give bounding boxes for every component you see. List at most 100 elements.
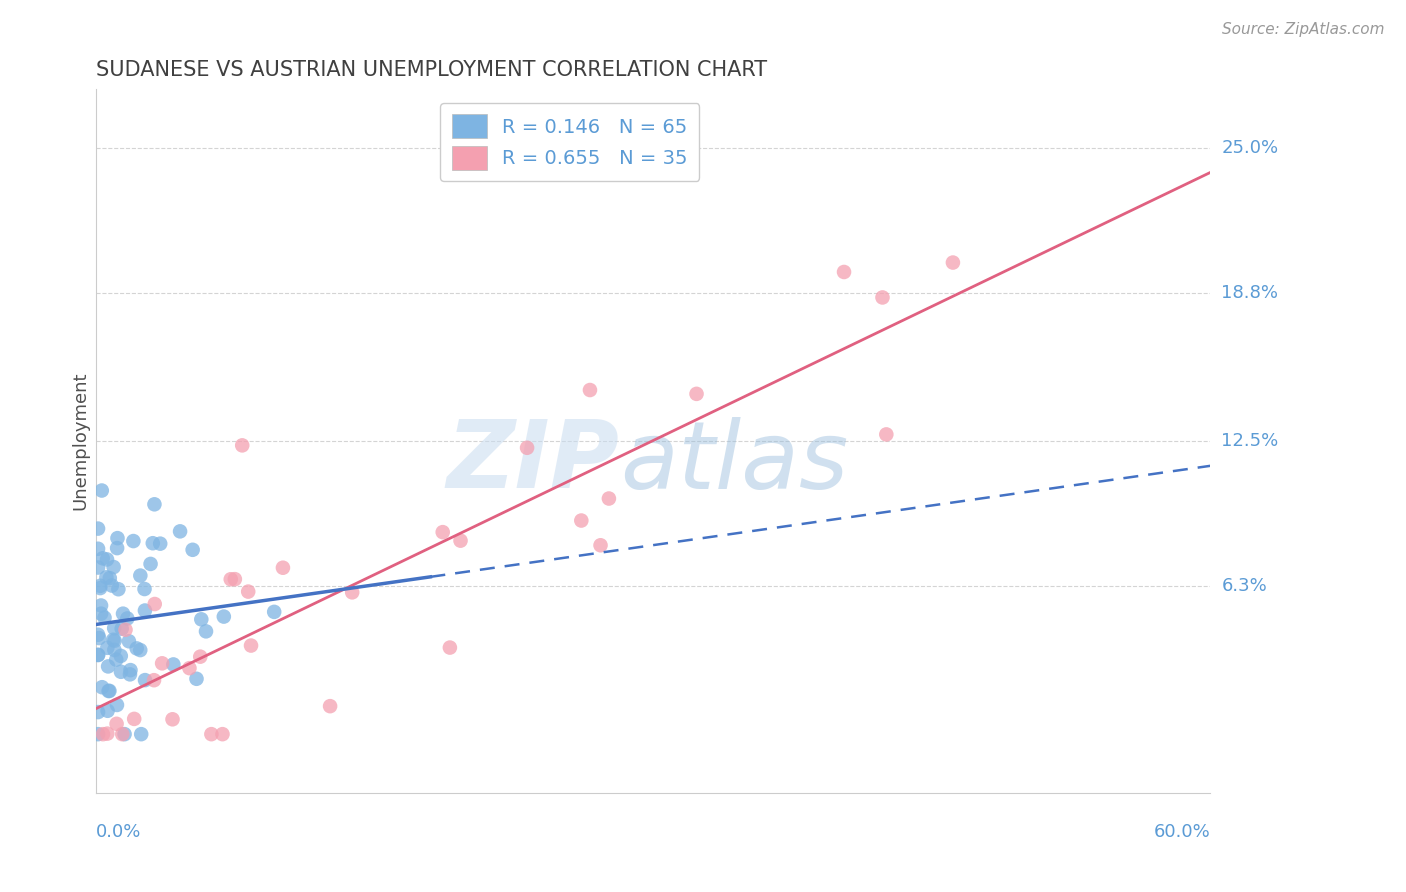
- Point: [87, 560, 110, 574]
- Point: [143, 597, 166, 611]
- Text: 0.0%: 0.0%: [96, 823, 142, 841]
- Point: [432, 525, 454, 540]
- Point: [598, 491, 620, 506]
- Point: [238, 584, 260, 599]
- Point: [105, 716, 128, 731]
- Point: [117, 611, 139, 625]
- Point: [103, 621, 125, 635]
- Point: [134, 582, 156, 596]
- Point: [98, 571, 121, 585]
- Point: [105, 541, 128, 555]
- Point: [97, 659, 120, 673]
- Text: 18.8%: 18.8%: [1222, 285, 1278, 302]
- Point: [579, 383, 602, 397]
- Point: [96, 570, 118, 584]
- Point: [87, 705, 110, 719]
- Point: [111, 727, 134, 741]
- Point: [569, 514, 592, 528]
- Point: [90, 607, 112, 621]
- Text: 12.5%: 12.5%: [1222, 432, 1278, 450]
- Point: [516, 441, 538, 455]
- Point: [122, 712, 145, 726]
- Point: [105, 653, 128, 667]
- Text: SUDANESE VS AUSTRIAN UNEMPLOYMENT CORRELATION CHART: SUDANESE VS AUSTRIAN UNEMPLOYMENT CORREL…: [96, 60, 768, 79]
- Point: [96, 640, 118, 655]
- Point: [195, 624, 218, 639]
- Point: [200, 727, 222, 741]
- Point: [107, 582, 129, 597]
- Point: [96, 552, 118, 566]
- Point: [118, 634, 141, 648]
- Point: [111, 622, 134, 636]
- Point: [212, 609, 235, 624]
- Point: [139, 557, 162, 571]
- Point: [87, 522, 110, 536]
- Point: [114, 623, 136, 637]
- Text: 6.3%: 6.3%: [1222, 577, 1267, 596]
- Point: [832, 265, 855, 279]
- Y-axis label: Unemployment: Unemployment: [72, 372, 89, 510]
- Point: [143, 497, 166, 511]
- Point: [162, 657, 184, 672]
- Point: [93, 610, 115, 624]
- Point: [89, 581, 111, 595]
- Point: [91, 727, 114, 741]
- Point: [97, 684, 120, 698]
- Text: atlas: atlas: [620, 417, 848, 508]
- Point: [120, 663, 142, 677]
- Point: [114, 727, 136, 741]
- Point: [319, 699, 342, 714]
- Point: [90, 483, 112, 498]
- Point: [134, 673, 156, 687]
- Point: [118, 667, 141, 681]
- Point: [439, 640, 461, 655]
- Point: [89, 579, 111, 593]
- Point: [91, 680, 114, 694]
- Point: [103, 560, 125, 574]
- Point: [87, 541, 110, 556]
- Point: [87, 648, 110, 662]
- Point: [87, 648, 110, 662]
- Point: [129, 643, 152, 657]
- Point: [190, 612, 212, 626]
- Point: [134, 603, 156, 617]
- Point: [105, 698, 128, 712]
- Point: [89, 631, 111, 645]
- Point: [110, 665, 132, 679]
- Text: 25.0%: 25.0%: [1222, 139, 1278, 157]
- Point: [129, 568, 152, 582]
- Point: [169, 524, 191, 539]
- Point: [101, 578, 124, 592]
- Point: [162, 712, 184, 726]
- Point: [179, 661, 201, 675]
- Point: [103, 643, 125, 657]
- Point: [111, 607, 134, 621]
- Text: 60.0%: 60.0%: [1153, 823, 1211, 841]
- Point: [589, 538, 612, 552]
- Point: [340, 585, 363, 599]
- Point: [143, 673, 166, 688]
- Legend: R = 0.146   N = 65, R = 0.655   N = 35: R = 0.146 N = 65, R = 0.655 N = 35: [440, 103, 700, 181]
- Point: [122, 534, 145, 549]
- Point: [96, 726, 118, 740]
- Point: [90, 599, 112, 613]
- Point: [104, 633, 127, 648]
- Text: Source: ZipAtlas.com: Source: ZipAtlas.com: [1222, 22, 1385, 37]
- Point: [211, 727, 233, 741]
- Point: [450, 533, 472, 548]
- Point: [142, 536, 165, 550]
- Point: [685, 387, 707, 401]
- Point: [97, 704, 120, 718]
- Point: [872, 290, 894, 304]
- Point: [942, 255, 965, 269]
- Point: [91, 551, 114, 566]
- Point: [240, 639, 263, 653]
- Point: [271, 560, 294, 574]
- Point: [219, 572, 242, 586]
- Point: [263, 605, 285, 619]
- Point: [188, 649, 211, 664]
- Point: [87, 727, 110, 741]
- Point: [98, 684, 121, 698]
- Point: [129, 727, 152, 741]
- Point: [186, 672, 208, 686]
